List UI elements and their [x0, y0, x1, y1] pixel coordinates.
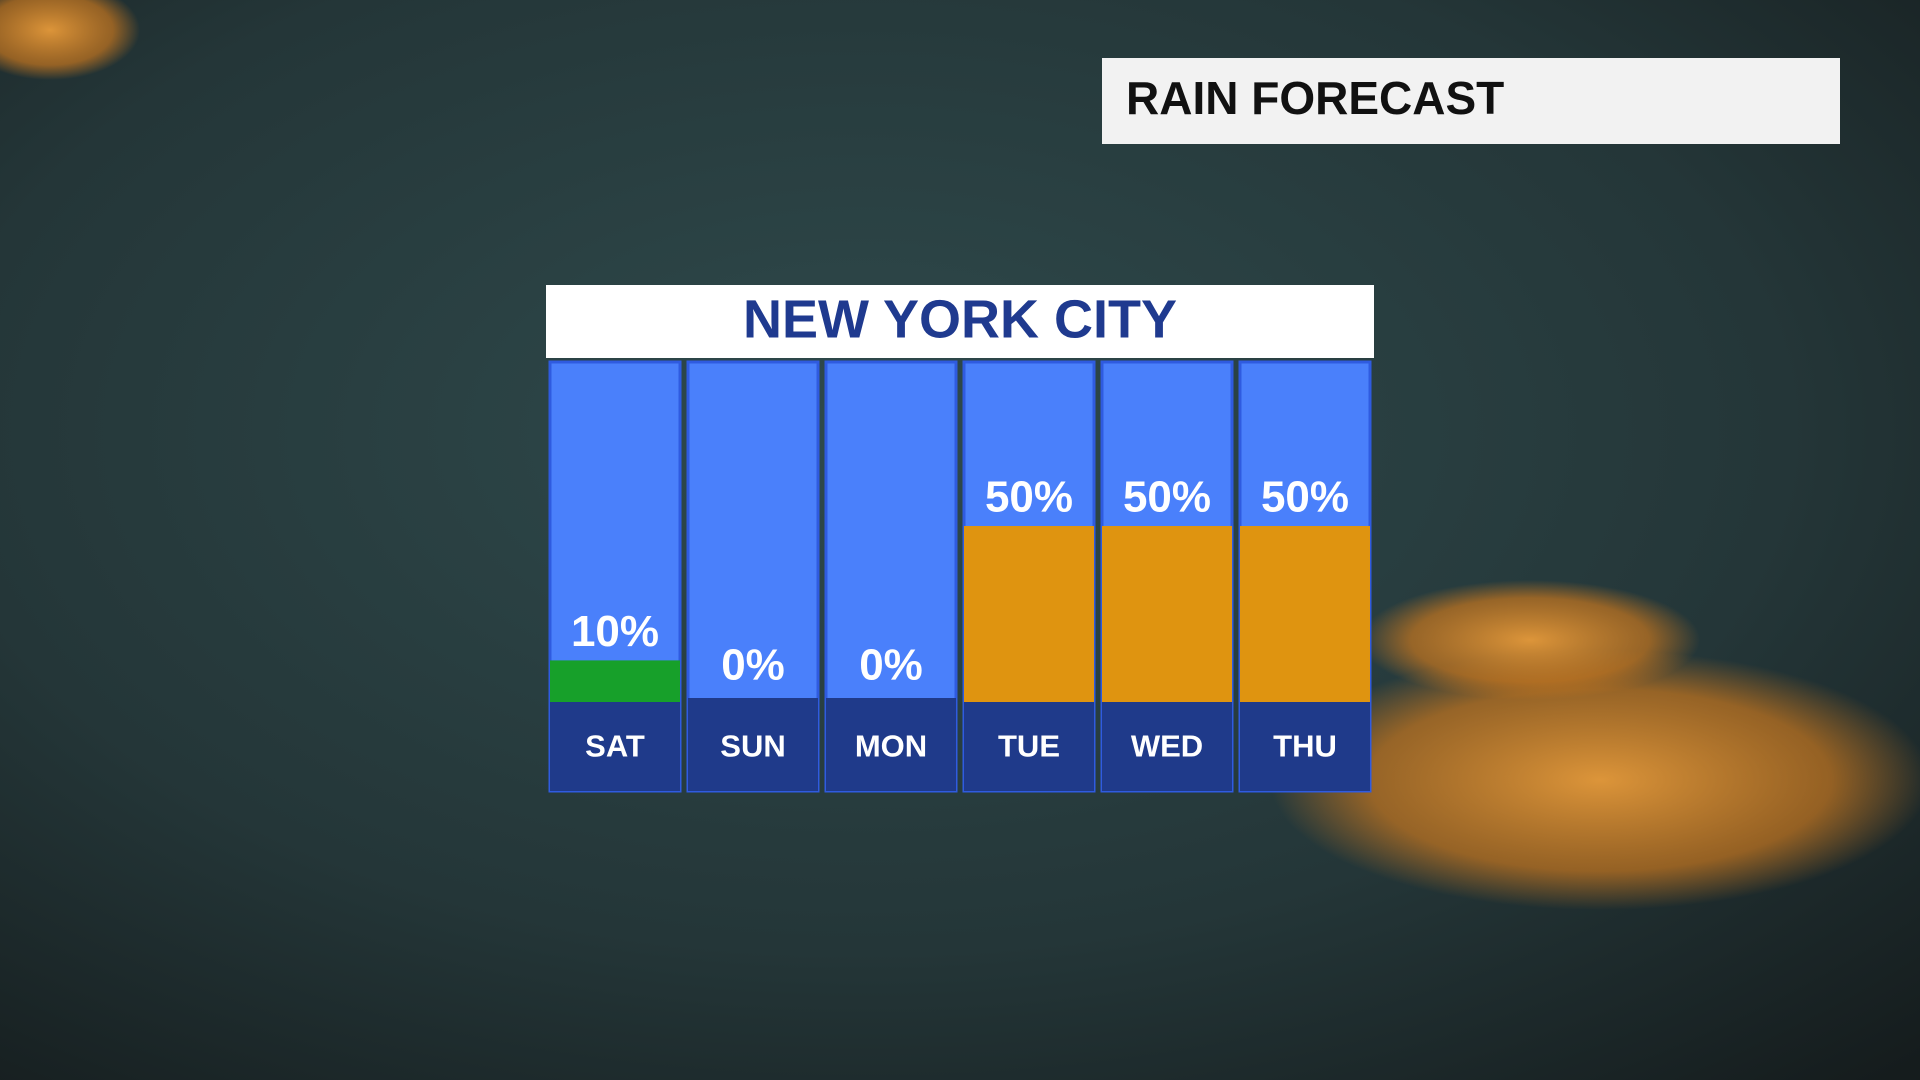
leaf: [1270, 650, 1920, 910]
x-tick-label: TUE: [998, 729, 1060, 764]
value-label: 0%: [859, 641, 923, 690]
day-box: [826, 698, 956, 791]
day-box: [550, 698, 680, 791]
x-tick-label: THU: [1273, 729, 1337, 764]
leaf: [0, 0, 140, 80]
value-label: 50%: [985, 473, 1073, 522]
chart-subtitle: NEW YORK CITY: [743, 289, 1177, 349]
value-label: 10%: [571, 607, 659, 656]
x-tick-label: WED: [1131, 729, 1203, 764]
day-box: [688, 698, 818, 791]
day-box: [1102, 698, 1232, 791]
chart-title: RAIN FORECAST: [1126, 72, 1504, 124]
value-label: 0%: [721, 641, 785, 690]
day-box: [1240, 698, 1370, 791]
value-label: 50%: [1261, 473, 1349, 522]
x-tick-label: MON: [855, 729, 927, 764]
x-tick-label: SUN: [720, 729, 785, 764]
leaf: [1360, 580, 1700, 700]
value-label: 50%: [1123, 473, 1211, 522]
bar: [964, 526, 1094, 702]
bar: [1102, 526, 1232, 702]
bar: [1240, 526, 1370, 702]
day-box: [964, 698, 1094, 791]
header-box: [546, 285, 1374, 358]
x-tick-label: SAT: [585, 729, 645, 764]
title-box: [1102, 58, 1840, 144]
bar: [550, 660, 680, 703]
